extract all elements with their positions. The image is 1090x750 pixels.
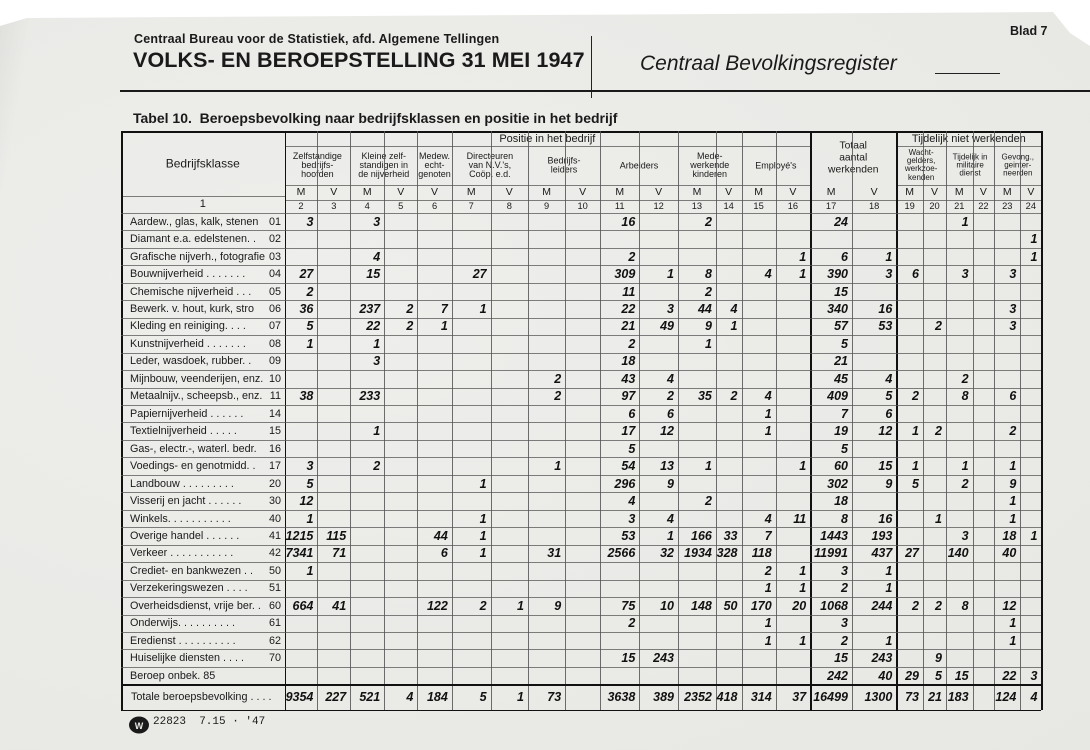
svg-text:W: W bbox=[135, 721, 144, 731]
svg-text:Centraal Bevolkingsregister: Centraal Bevolkingsregister bbox=[640, 52, 898, 75]
